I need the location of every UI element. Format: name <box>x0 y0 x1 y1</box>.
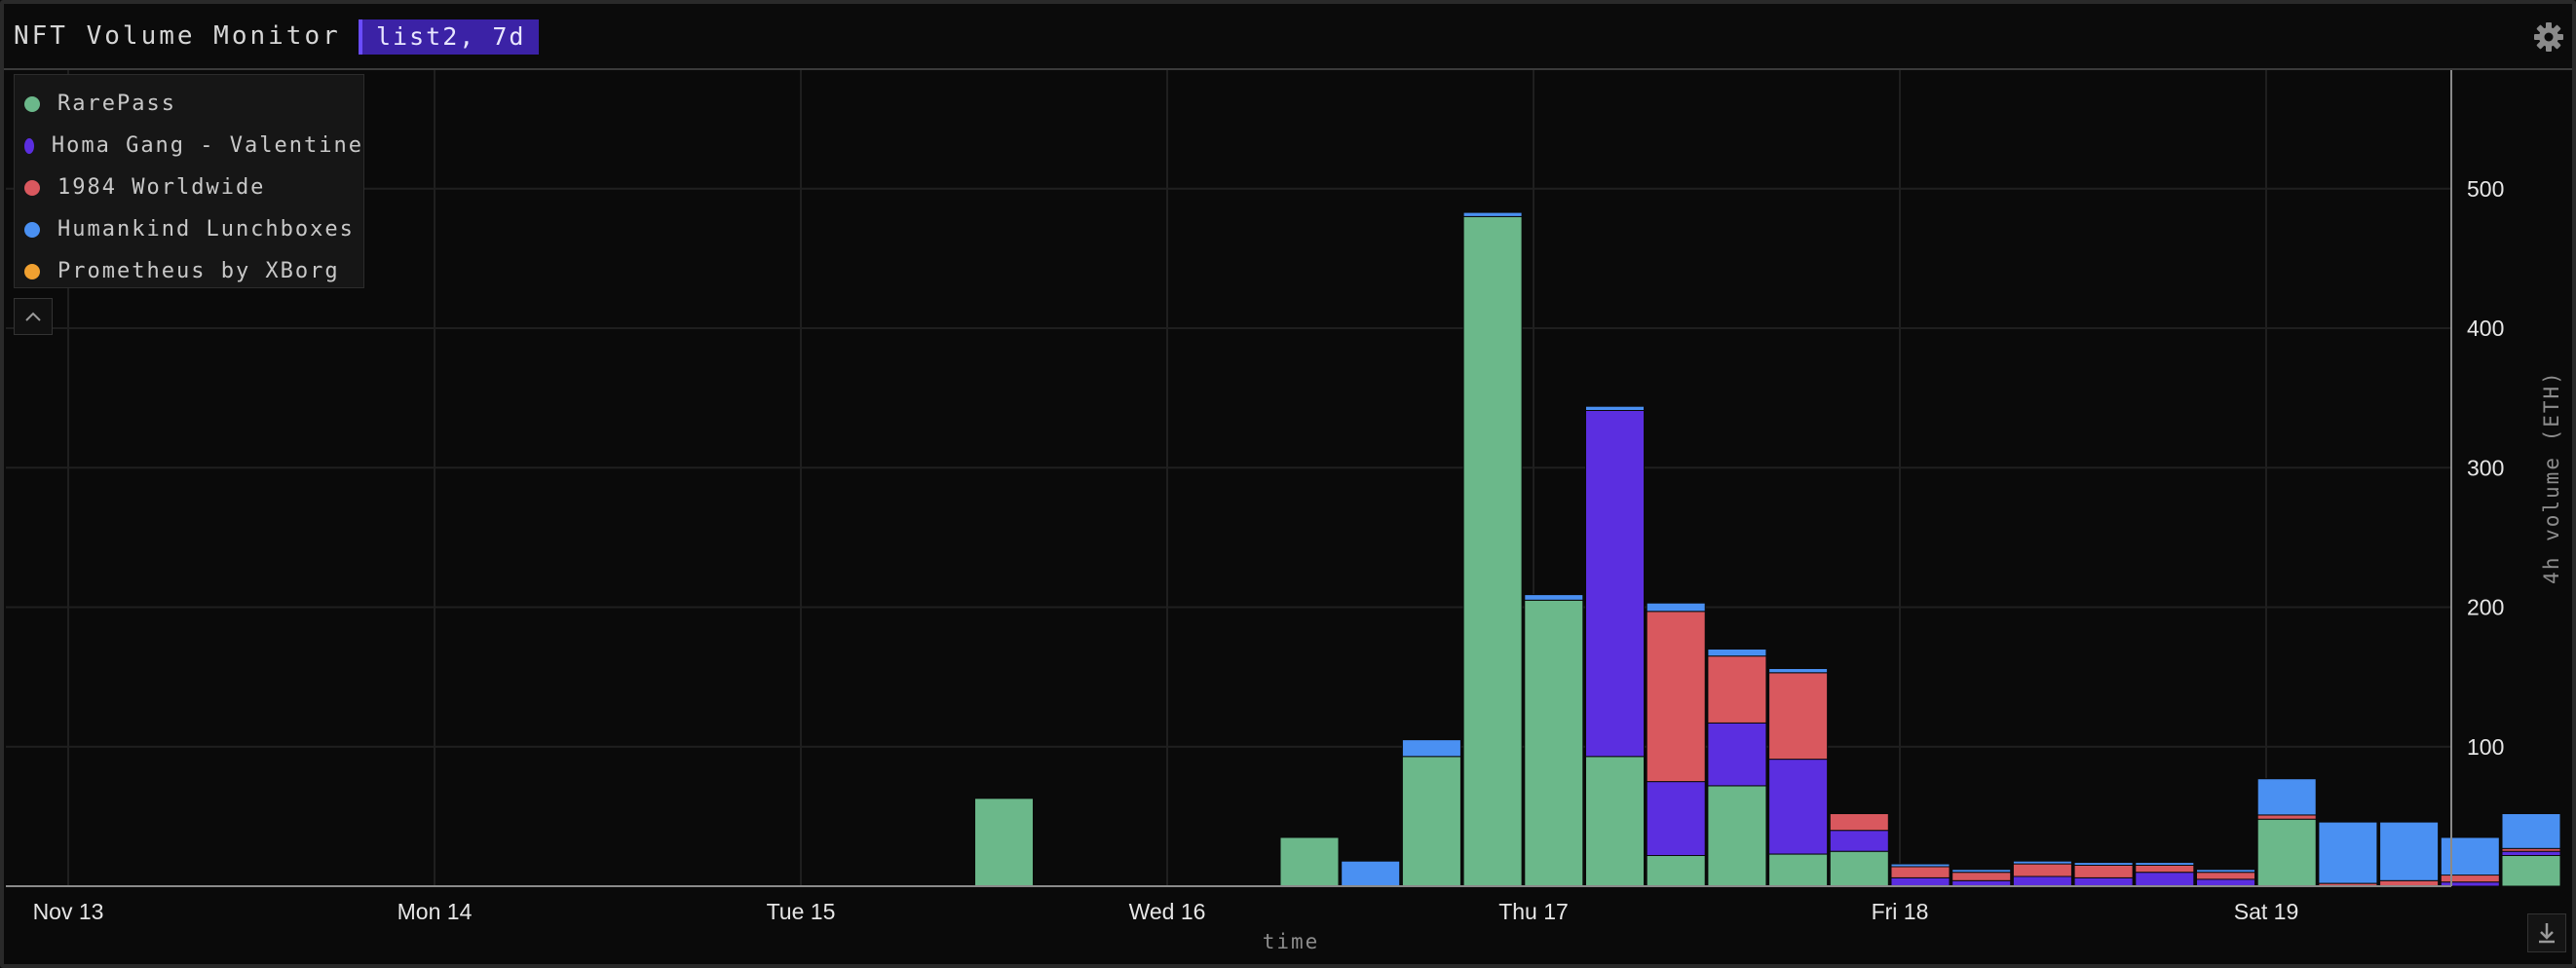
plot-area <box>6 70 2451 886</box>
bar-segment <box>1646 611 1706 783</box>
bar-segment <box>1341 860 1401 887</box>
x-tick-label: Thu 17 <box>1498 899 1569 924</box>
bar-segment <box>974 798 1034 887</box>
bar-segment <box>2012 863 2072 877</box>
bar-segment <box>1462 211 1523 217</box>
bar-segment <box>2318 821 2378 884</box>
bar-segment <box>1707 655 1767 724</box>
bar-segment <box>2196 872 2255 880</box>
bar-segment <box>2196 869 2255 874</box>
x-axis-title: time <box>1263 930 1320 953</box>
gear-icon[interactable] <box>2533 21 2564 53</box>
bar-segment <box>2012 860 2072 865</box>
legend-label: Humankind Lunchboxes <box>57 217 355 242</box>
bar-segment <box>2135 862 2195 866</box>
bar-segment <box>1646 602 1706 613</box>
bar-segment <box>2073 865 2134 878</box>
bar-segment <box>2501 850 2561 857</box>
bar-segment <box>1401 739 1461 758</box>
bar-segment <box>1951 872 2012 881</box>
y-tick-label: 300 <box>2467 455 2504 480</box>
bar-segment <box>1646 781 1706 856</box>
bar-segment <box>1890 866 1951 878</box>
x-tick-label: Tue 15 <box>767 899 836 924</box>
bar-segment <box>1707 722 1767 787</box>
y-axis-title: 4h volume (ETH) <box>2540 370 2563 584</box>
bar-segment <box>2501 855 2561 887</box>
bar-segment <box>1951 869 2012 874</box>
legend-label: Prometheus by XBorg <box>57 259 340 283</box>
y-tick-label: 200 <box>2467 595 2504 620</box>
bar-segment <box>1585 410 1645 758</box>
bar-segment <box>1279 837 1340 887</box>
bar-segment <box>1890 863 1951 868</box>
legend-label: Homa Gang - Valentine <box>51 133 363 158</box>
bar-segment <box>1707 649 1767 657</box>
legend-swatch <box>24 137 34 154</box>
chart-legend: RarePass Homa Gang - Valentine 1984 Worldw… <box>14 74 364 288</box>
query-badge[interactable]: list2, 7d <box>359 19 540 55</box>
bar-segment <box>2379 821 2440 881</box>
bar-segment <box>1401 756 1461 887</box>
legend-swatch <box>24 221 40 238</box>
bar-segment <box>2501 813 2561 849</box>
y-tick-label: 400 <box>2467 316 2504 341</box>
bar-segment <box>2135 872 2195 887</box>
bar-segment <box>2256 818 2317 887</box>
legend-swatch <box>24 263 40 279</box>
bar-segment <box>2073 862 2134 866</box>
bar-segment <box>1829 830 1889 852</box>
bar-segment <box>1768 672 1829 761</box>
bar-segment <box>2135 865 2195 874</box>
bar-segment <box>1829 813 1889 832</box>
bar-segment <box>1524 599 1584 887</box>
app-title: NFT Volume Monitor <box>14 21 341 51</box>
legend-item[interactable]: Humankind Lunchboxes <box>15 208 363 250</box>
header-bar: NFT Volume Monitor list2, 7d <box>4 4 2572 70</box>
bar-segment <box>1890 876 1951 887</box>
download-icon[interactable] <box>2527 913 2566 952</box>
legend-item[interactable]: Homa Gang - Valentine <box>15 125 363 167</box>
bar-segment <box>1768 668 1829 674</box>
bar-segment <box>2196 878 2255 887</box>
x-tick-label: Wed 16 <box>1129 899 1206 924</box>
bar-segment <box>1585 756 1645 887</box>
bar-segment <box>1524 594 1584 601</box>
bar-segment <box>1768 759 1829 855</box>
bar-segment <box>2440 837 2500 876</box>
y-tick-label: 500 <box>2467 176 2504 202</box>
legend-label: RarePass <box>57 92 176 116</box>
bar-segment <box>2256 814 2317 820</box>
bar-segment <box>2256 778 2317 816</box>
bar-segment <box>1646 855 1706 887</box>
bar-segment <box>1462 215 1523 887</box>
chevron-up-icon[interactable] <box>14 298 53 335</box>
bar-segment <box>1707 785 1767 887</box>
bar-segment <box>1768 853 1829 887</box>
legend-item[interactable]: RarePass <box>15 83 363 125</box>
bar-segment <box>2012 875 2072 887</box>
legend-item[interactable]: 1984 Worldwide <box>15 167 363 208</box>
y-tick-label: 100 <box>2467 734 2504 760</box>
bar-segment <box>1585 405 1645 412</box>
x-tick-label: Mon 14 <box>398 899 473 924</box>
x-tick-label: Fri 18 <box>1872 899 1929 924</box>
bar-segment <box>2073 876 2134 887</box>
legend-swatch <box>24 95 40 112</box>
legend-swatch <box>24 179 40 196</box>
x-tick-label: Nov 13 <box>33 899 104 924</box>
x-tick-label: Sat 19 <box>2234 899 2299 924</box>
legend-item[interactable]: Prometheus by XBorg <box>15 250 363 292</box>
bar-segment <box>2440 875 2500 883</box>
bar-segment <box>1829 850 1889 887</box>
legend-label: 1984 Worldwide <box>57 175 266 200</box>
